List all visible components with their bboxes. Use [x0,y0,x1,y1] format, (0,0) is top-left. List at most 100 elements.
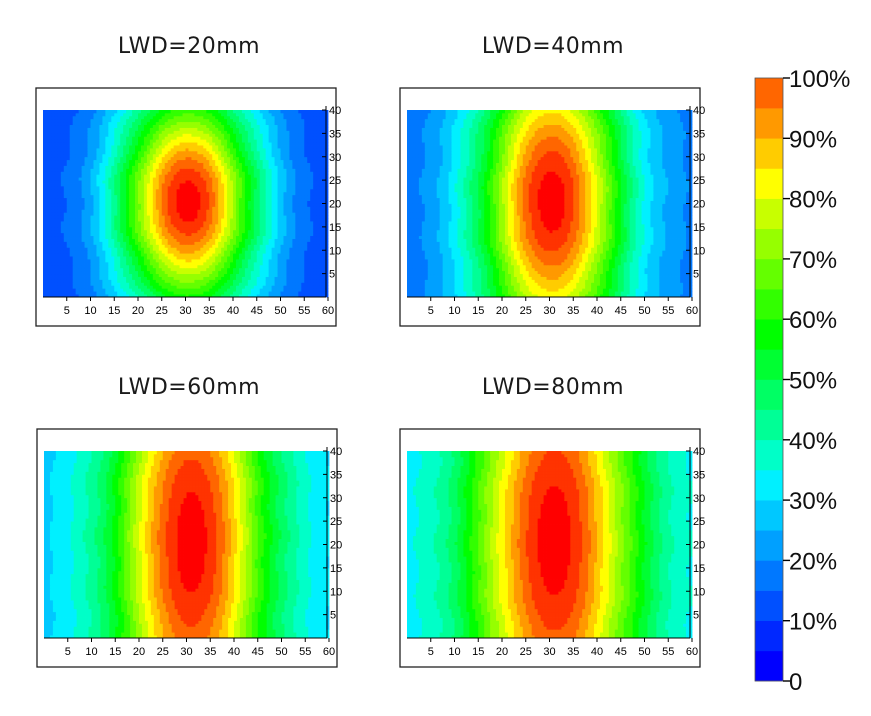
heatmap-cell [281,285,284,288]
heatmap-cell [209,180,212,183]
heatmap-cell [144,277,147,280]
heatmap-cell [200,189,203,192]
heatmap-cell [275,198,278,201]
heatmap-cell [221,209,224,212]
heatmap-cell [263,168,266,171]
heatmap-cell [79,171,82,174]
heatmap-cell [233,250,236,253]
heatmap-cell [55,241,58,244]
heatmap-cell [129,250,132,253]
heatmap-cell [99,271,102,274]
heatmap-cell [212,227,215,230]
heatmap-cell [120,186,123,189]
heatmap-cell [123,250,126,253]
heatmap-cell [49,271,52,274]
heatmap-cell [269,174,272,177]
heatmap-cell [266,274,269,277]
heatmap-cell [307,256,310,259]
heatmap-cell [221,268,224,271]
heatmap-cell [239,221,242,224]
heatmap-cell [144,244,147,247]
heatmap-cell [156,168,159,171]
heatmap-cell [61,265,64,268]
heatmap-cell [183,277,186,280]
heatmap-cell [319,279,322,282]
heatmap-cell [111,186,114,189]
heatmap-cell [138,241,141,244]
heatmap-cell [132,171,135,174]
heatmap-cell [120,256,123,259]
heatmap-cell [96,253,99,256]
heatmap-cell [186,259,189,262]
heatmap-cell [61,198,64,201]
heatmap-cell [188,271,191,274]
heatmap-cell [206,195,209,198]
heatmap-cell [227,282,230,285]
heatmap-cell [292,288,295,291]
heatmap-cell [197,279,200,282]
heatmap-cell [55,204,58,207]
heatmap-cell [91,189,94,192]
heatmap-cell [263,265,266,268]
heatmap-cell [85,177,88,180]
heatmap-cell [224,279,227,282]
heatmap-cell [147,262,150,265]
heatmap-cell [153,262,156,265]
heatmap-cell [215,209,218,212]
heatmap-cell [150,201,153,204]
heatmap-cell [49,204,52,207]
heatmap-cell [141,171,144,174]
heatmap-cell [105,262,108,265]
heatmap-cell [248,204,251,207]
heatmap-cell [310,180,313,183]
heatmap-cell [159,282,162,285]
heatmap-cell [141,204,144,207]
heatmap-cell [257,192,260,195]
heatmap-cell [85,201,88,204]
heatmap-cell [186,171,189,174]
heatmap-cell [99,180,102,183]
heatmap-cell [289,192,292,195]
heatmap-cell [58,174,61,177]
heatmap-cell [150,174,153,177]
heatmap-cell [144,201,147,204]
heatmap-cell [283,192,286,195]
heatmap-cell [120,189,123,192]
heatmap-cell [263,274,266,277]
heatmap-cell [215,206,218,209]
heatmap-cell [93,177,96,180]
heatmap-cell [286,233,289,236]
heatmap-cell [55,180,58,183]
heatmap-cell [49,209,52,212]
heatmap-cell [88,277,91,280]
heatmap-cell [79,239,82,242]
heatmap-cell [230,186,233,189]
heatmap-cell [197,218,200,221]
heatmap-cell [304,186,307,189]
heatmap-cell [242,201,245,204]
heatmap-cell [283,250,286,253]
heatmap-cell [171,268,174,271]
heatmap-cell [138,227,141,230]
heatmap-cell [49,250,52,253]
heatmap-cell [248,265,251,268]
heatmap-cell [242,212,245,215]
heatmap-cell [215,204,218,207]
heatmap-cell [177,198,180,201]
heatmap-cell [82,192,85,195]
heatmap-cell [307,262,310,265]
heatmap-cell [307,224,310,227]
heatmap-cell [236,279,239,282]
heatmap-cell [114,198,117,201]
heatmap-cell [147,215,150,218]
heatmap-cell [93,271,96,274]
heatmap-cell [186,262,189,265]
heatmap-cell [230,212,233,215]
heatmap-cell [272,279,275,282]
heatmap-cell [298,227,301,230]
heatmap-cell [165,236,168,239]
heatmap-cell [203,212,206,215]
heatmap-cell [52,268,55,271]
heatmap-cell [236,204,239,207]
heatmap-cell [307,236,310,239]
